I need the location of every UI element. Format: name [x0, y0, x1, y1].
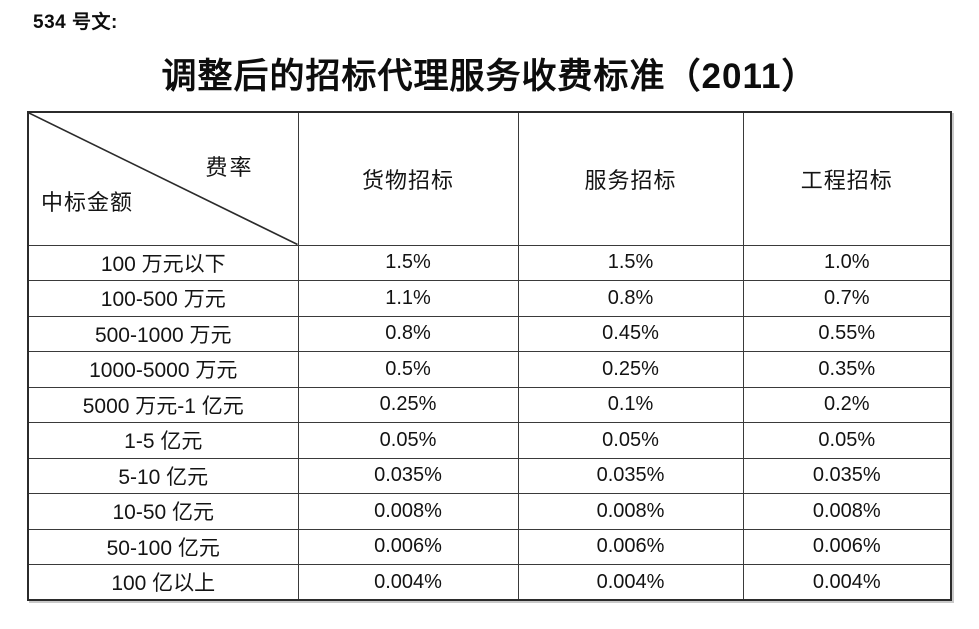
table-row: 5-10 亿元 0.035% 0.035% 0.035%: [27, 457, 952, 494]
rate-cell-engineering: 0.035%: [742, 457, 952, 494]
row-amount-label: 100 亿以上: [27, 564, 299, 601]
row-amount-label: 50-100 亿元: [27, 528, 299, 565]
table-header-row: 费率 中标金额 货物招标 服务招标 工程招标: [27, 111, 952, 246]
column-header-service: 服务招标: [517, 111, 744, 246]
rate-cell-service: 0.008%: [517, 493, 744, 530]
corner-rate-label: 费率: [205, 155, 254, 180]
rate-cell-service: 1.5%: [517, 244, 744, 281]
table-row: 1-5 亿元 0.05% 0.05% 0.05%: [27, 422, 952, 459]
row-amount-label: 1-5 亿元: [27, 422, 299, 459]
rate-cell-engineering: 1.0%: [742, 244, 952, 281]
table-row: 500-1000 万元 0.8% 0.45% 0.55%: [27, 315, 952, 352]
rate-cell-goods: 0.004%: [297, 564, 519, 601]
rate-cell-engineering: 0.2%: [742, 386, 952, 423]
rate-cell-engineering: 0.05%: [742, 422, 952, 459]
row-amount-label: 5000 万元-1 亿元: [27, 386, 299, 423]
table-row: 100 万元以下 1.5% 1.5% 1.0%: [27, 244, 952, 281]
rate-cell-goods: 1.5%: [297, 244, 519, 281]
rate-cell-engineering: 0.7%: [742, 280, 952, 317]
rate-cell-engineering: 0.55%: [742, 315, 952, 352]
fee-rate-table: 费率 中标金额 货物招标 服务招标 工程招标 100 万元以下 1.5% 1.5…: [27, 111, 952, 601]
corner-header-cell: 费率 中标金额: [27, 111, 299, 246]
row-amount-label: 1000-5000 万元: [27, 351, 299, 388]
row-amount-label: 100 万元以下: [27, 244, 299, 281]
table-row: 100-500 万元 1.1% 0.8% 0.7%: [27, 280, 952, 317]
rate-cell-service: 0.004%: [517, 564, 744, 601]
rate-cell-service: 0.45%: [517, 315, 744, 352]
row-amount-label: 5-10 亿元: [27, 457, 299, 494]
corner-amount-label: 中标金额: [41, 190, 134, 215]
doc-number-label: 534 号文:: [33, 12, 118, 33]
rate-cell-goods: 0.25%: [297, 386, 519, 423]
rate-cell-goods: 0.008%: [297, 493, 519, 530]
column-header-goods: 货物招标: [297, 111, 519, 246]
rate-cell-engineering: 0.004%: [742, 564, 952, 601]
table-row: 50-100 亿元 0.006% 0.006% 0.006%: [27, 528, 952, 565]
table-row: 5000 万元-1 亿元 0.25% 0.1% 0.2%: [27, 386, 952, 423]
row-amount-label: 10-50 亿元: [27, 493, 299, 530]
rate-cell-goods: 0.05%: [297, 422, 519, 459]
table-row: 1000-5000 万元 0.5% 0.25% 0.35%: [27, 351, 952, 388]
diagonal-divider-line: [29, 113, 298, 245]
rate-cell-goods: 0.006%: [297, 528, 519, 565]
rate-cell-service: 0.035%: [517, 457, 744, 494]
rate-cell-goods: 0.035%: [297, 457, 519, 494]
rate-cell-goods: 0.8%: [297, 315, 519, 352]
rate-cell-engineering: 0.008%: [742, 493, 952, 530]
rate-cell-service: 0.25%: [517, 351, 744, 388]
table-row: 100 亿以上 0.004% 0.004% 0.004%: [27, 564, 952, 601]
rate-cell-service: 0.8%: [517, 280, 744, 317]
column-header-engineering: 工程招标: [742, 111, 952, 246]
row-amount-label: 500-1000 万元: [27, 315, 299, 352]
table-row: 10-50 亿元 0.008% 0.008% 0.008%: [27, 493, 952, 530]
rate-cell-service: 0.05%: [517, 422, 744, 459]
page-title: 调整后的招标代理服务收费标准（2011）: [161, 57, 818, 96]
row-amount-label: 100-500 万元: [27, 280, 299, 317]
rate-cell-service: 0.1%: [517, 386, 744, 423]
rate-cell-service: 0.006%: [517, 528, 744, 565]
rate-cell-engineering: 0.006%: [742, 528, 952, 565]
rate-cell-engineering: 0.35%: [742, 351, 952, 388]
rate-cell-goods: 0.5%: [297, 351, 519, 388]
rate-cell-goods: 1.1%: [297, 280, 519, 317]
